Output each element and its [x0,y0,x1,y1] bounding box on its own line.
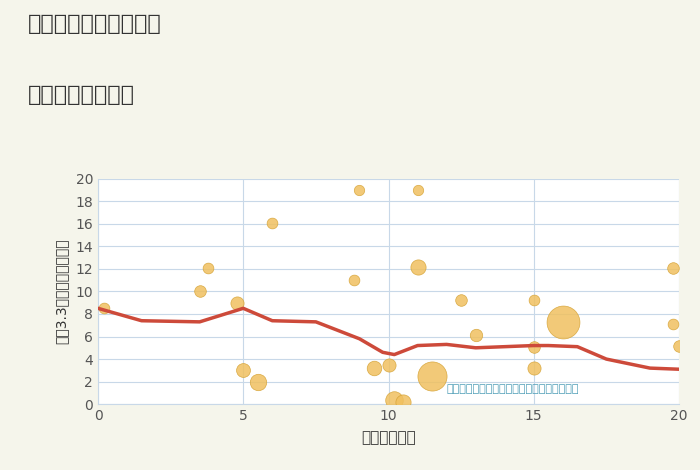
Text: 三重県伊賀市上友生の: 三重県伊賀市上友生の [28,14,162,34]
Point [528,364,539,372]
Point [412,263,423,270]
Point [398,398,409,406]
Point [354,186,365,194]
Point [557,318,568,326]
Point [267,219,278,227]
Point [470,332,482,339]
Point [456,297,467,304]
Point [426,372,438,380]
Point [412,186,423,194]
Point [528,343,539,351]
Point [668,264,679,272]
Point [98,305,109,312]
X-axis label: 駅距離（分）: 駅距離（分） [361,430,416,445]
Point [668,321,679,328]
Point [237,367,249,374]
Point [232,299,243,306]
Text: 円の大きさは、取引のあった物件面積を示す: 円の大きさは、取引のあった物件面積を示す [447,384,579,394]
Point [528,297,539,304]
Point [348,276,359,284]
Text: 駅距離別土地価格: 駅距離別土地価格 [28,85,135,105]
Point [389,396,400,403]
Point [368,364,379,372]
Point [383,361,394,368]
Point [194,288,205,295]
Point [203,264,214,272]
Point [673,342,685,349]
Y-axis label: 坪（3.3㎡）単価（万円）: 坪（3.3㎡）単価（万円） [55,239,69,344]
Point [252,378,263,385]
